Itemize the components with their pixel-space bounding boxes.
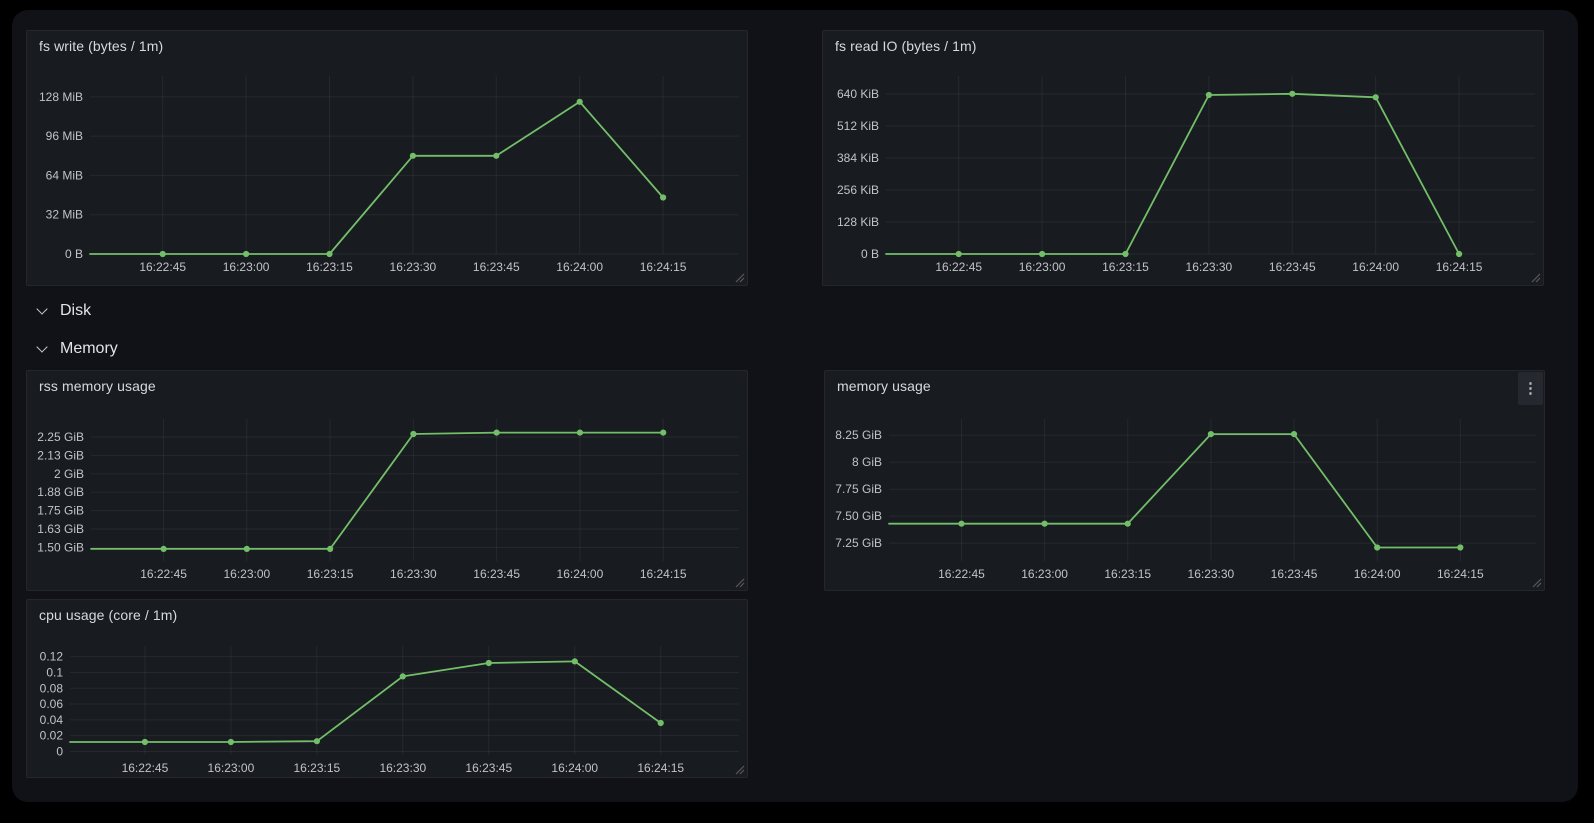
svg-text:16:23:30: 16:23:30: [390, 260, 437, 274]
svg-text:1.75 GiB: 1.75 GiB: [37, 504, 84, 518]
svg-text:16:23:15: 16:23:15: [306, 260, 353, 274]
svg-text:8 GiB: 8 GiB: [852, 455, 882, 469]
panel-menu-button[interactable]: ⋮: [1518, 372, 1543, 405]
svg-text:2 GiB: 2 GiB: [54, 467, 84, 481]
svg-text:2.13 GiB: 2.13 GiB: [37, 448, 84, 462]
svg-text:16:23:15: 16:23:15: [307, 567, 354, 581]
svg-text:8.25 GiB: 8.25 GiB: [835, 428, 882, 442]
svg-text:16:24:00: 16:24:00: [557, 567, 604, 581]
row-label: Memory: [60, 340, 118, 357]
panel-resize-handle[interactable]: [1529, 271, 1541, 283]
svg-text:0: 0: [56, 744, 63, 758]
svg-text:16:24:00: 16:24:00: [1354, 567, 1401, 581]
kebab-menu-icon: ⋮: [1523, 380, 1538, 397]
svg-text:0.06: 0.06: [40, 697, 64, 711]
svg-text:0 B: 0 B: [861, 247, 879, 261]
svg-text:0.04: 0.04: [40, 713, 64, 727]
svg-text:16:23:45: 16:23:45: [473, 567, 520, 581]
panel-title[interactable]: fs write (bytes / 1m): [39, 38, 164, 54]
svg-text:16:23:30: 16:23:30: [390, 567, 437, 581]
memory-timeseries-chart[interactable]: 7.25 GiB 7.50 GiB 7.75 GiB 8 GiB 8.25 GiB 16:…: [825, 371, 1546, 592]
svg-text:7.25 GiB: 7.25 GiB: [835, 536, 882, 550]
chevron-down-icon: [36, 303, 48, 315]
svg-text:128 MiB: 128 MiB: [39, 90, 83, 104]
panel-rss-memory-usage: 1.50 GiB 1.63 GiB 1.75 GiB 1.88 GiB 2 GiB 2.1…: [26, 370, 748, 591]
svg-text:16:24:00: 16:24:00: [556, 260, 603, 274]
panel-cpu-usage: 0 0.02 0.04 0.06 0.08 0.1 0.12 16:22:45 16:23:00…: [26, 599, 748, 778]
svg-text:64 MiB: 64 MiB: [46, 168, 83, 182]
svg-text:16:22:45: 16:22:45: [122, 761, 169, 775]
svg-text:16:23:15: 16:23:15: [294, 761, 341, 775]
panel-memory-usage: 7.25 GiB 7.50 GiB 7.75 GiB 8 GiB 8.25 GiB 16:…: [824, 370, 1545, 591]
svg-text:0.08: 0.08: [40, 681, 64, 695]
panel-resize-handle[interactable]: [733, 763, 745, 775]
svg-text:16:24:15: 16:24:15: [637, 761, 684, 775]
panel-fs-read-io: 0 B 128 KiB 256 KiB 384 KiB 512 KiB 640 KiB 16…: [822, 30, 1544, 286]
svg-text:7.50 GiB: 7.50 GiB: [835, 509, 882, 523]
panel-title[interactable]: cpu usage (core / 1m): [39, 607, 178, 623]
svg-text:16:23:15: 16:23:15: [1102, 260, 1149, 274]
svg-text:16:23:30: 16:23:30: [379, 761, 426, 775]
svg-text:96 MiB: 96 MiB: [46, 129, 83, 143]
fs-read-io-timeseries-chart[interactable]: 0 B 128 KiB 256 KiB 384 KiB 512 KiB 640 KiB 16…: [823, 31, 1545, 287]
svg-text:16:23:00: 16:23:00: [223, 260, 270, 274]
svg-text:0.02: 0.02: [40, 729, 64, 743]
svg-text:16:23:45: 16:23:45: [1269, 260, 1316, 274]
svg-text:16:23:45: 16:23:45: [465, 761, 512, 775]
svg-text:16:23:30: 16:23:30: [1186, 260, 1233, 274]
svg-text:16:23:00: 16:23:00: [208, 761, 255, 775]
svg-text:512 KiB: 512 KiB: [837, 119, 879, 133]
row-header-disk[interactable]: Disk: [36, 298, 91, 324]
svg-text:256 KiB: 256 KiB: [837, 183, 879, 197]
svg-text:0.1: 0.1: [46, 665, 63, 679]
svg-text:16:22:45: 16:22:45: [140, 567, 187, 581]
svg-text:1.63 GiB: 1.63 GiB: [37, 522, 84, 536]
svg-text:16:22:45: 16:22:45: [935, 260, 982, 274]
cpu-timeseries-chart[interactable]: 00.02 0.04 0.06 0.08 0.10.12 16:22:45 16:23:00…: [27, 600, 749, 779]
svg-text:384 KiB: 384 KiB: [837, 151, 879, 165]
panel-fs-write: 0 B 32 MiB 64 MiB 96 MiB 128 MiB 16:22:45 16:2…: [26, 30, 748, 286]
svg-text:16:24:00: 16:24:00: [1352, 260, 1399, 274]
svg-text:16:23:45: 16:23:45: [473, 260, 520, 274]
svg-text:1.50 GiB: 1.50 GiB: [37, 540, 84, 554]
row-header-memory[interactable]: Memory: [36, 336, 118, 362]
svg-text:16:23:45: 16:23:45: [1271, 567, 1318, 581]
fs-write-timeseries-chart[interactable]: 0 B 32 MiB 64 MiB 96 MiB 128 MiB 16:22:45 16:2…: [27, 31, 749, 287]
svg-text:32 MiB: 32 MiB: [46, 208, 83, 222]
rss-memory-timeseries-chart[interactable]: 1.50 GiB 1.63 GiB 1.75 GiB 1.88 GiB 2 GiB 2.1…: [27, 371, 749, 592]
svg-text:16:24:00: 16:24:00: [551, 761, 598, 775]
panel-resize-handle[interactable]: [733, 576, 745, 588]
svg-text:16:24:15: 16:24:15: [640, 260, 687, 274]
panel-resize-handle[interactable]: [733, 271, 745, 283]
svg-text:16:22:45: 16:22:45: [139, 260, 186, 274]
svg-text:16:23:00: 16:23:00: [1019, 260, 1066, 274]
dashboard-canvas: 0 B 32 MiB 64 MiB 96 MiB 128 MiB 16:22:45 16:2…: [12, 10, 1578, 802]
svg-text:128 KiB: 128 KiB: [837, 215, 879, 229]
svg-text:16:24:15: 16:24:15: [1437, 567, 1484, 581]
row-label: Disk: [60, 302, 92, 319]
svg-text:16:23:00: 16:23:00: [1021, 567, 1068, 581]
panel-title[interactable]: memory usage: [837, 378, 931, 394]
svg-text:16:24:15: 16:24:15: [640, 567, 687, 581]
panel-resize-handle[interactable]: [1530, 576, 1542, 588]
svg-text:16:23:15: 16:23:15: [1104, 567, 1151, 581]
svg-text:0 B: 0 B: [65, 247, 83, 261]
chevron-down-icon: [36, 341, 48, 353]
svg-text:16:24:15: 16:24:15: [1436, 260, 1483, 274]
svg-text:0.12: 0.12: [40, 650, 64, 664]
svg-text:2.25 GiB: 2.25 GiB: [37, 430, 84, 444]
svg-text:7.75 GiB: 7.75 GiB: [835, 482, 882, 496]
panel-title[interactable]: rss memory usage: [39, 378, 156, 394]
panel-title[interactable]: fs read IO (bytes / 1m): [835, 38, 977, 54]
svg-text:1.88 GiB: 1.88 GiB: [37, 485, 84, 499]
svg-text:16:22:45: 16:22:45: [938, 567, 985, 581]
svg-text:16:23:00: 16:23:00: [223, 567, 270, 581]
svg-text:640 KiB: 640 KiB: [837, 87, 879, 101]
svg-text:16:23:30: 16:23:30: [1188, 567, 1235, 581]
